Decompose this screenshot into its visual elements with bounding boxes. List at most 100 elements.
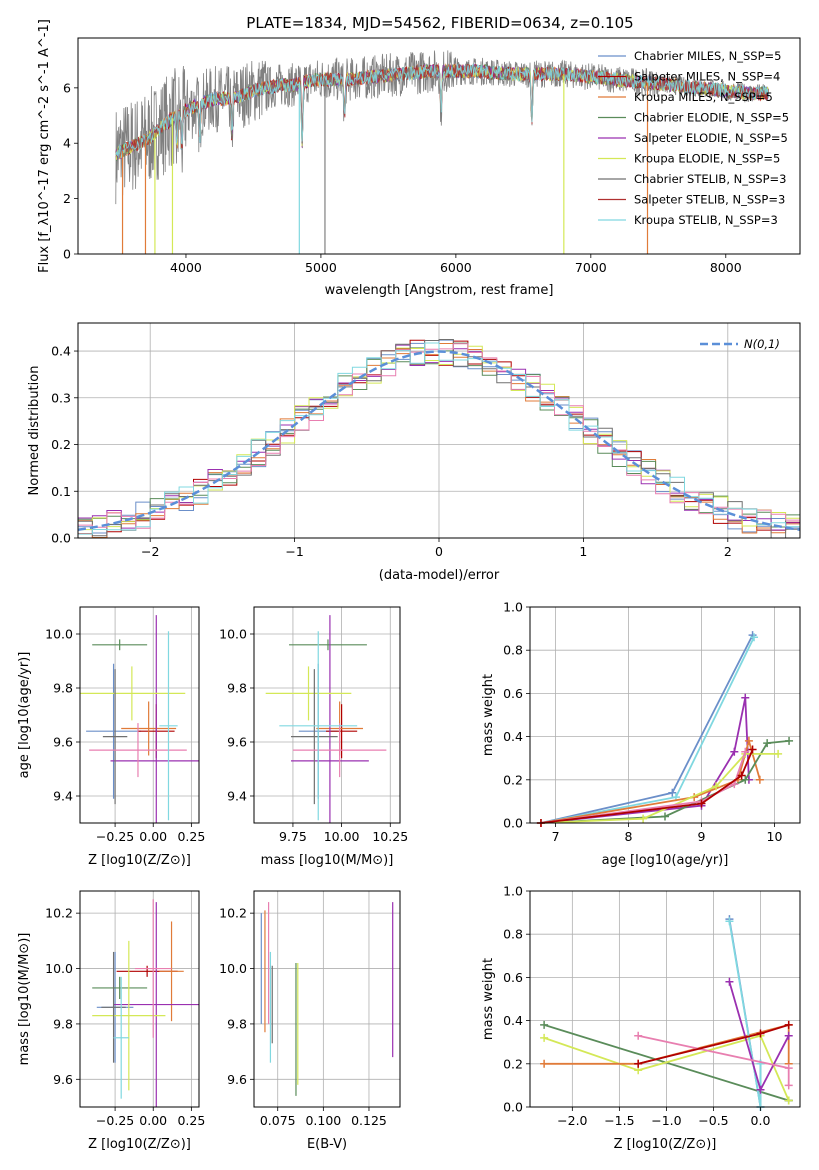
y-axis-label: mass [log10(M/M⊙)] bbox=[17, 933, 32, 1066]
mass_vs_Z-panel: −0.25 0.00 0.25 9.6 9.8 10.0 10.2 Z [log10(Z/Z⊙… bbox=[17, 890, 205, 1152]
weight_vs_age-panel: 7 8 9 10 0.0 0.2 0.4 0.6 0.8 1.0 age [log10(age/yr… bbox=[481, 600, 801, 868]
plot-frame bbox=[253, 890, 401, 1108]
weight-series-line bbox=[540, 697, 750, 824]
legend-label: N(0,1) bbox=[744, 337, 780, 351]
weight-point-marker bbox=[755, 775, 764, 784]
weight-point-marker bbox=[784, 1031, 793, 1040]
weight-point-marker bbox=[668, 788, 677, 797]
weight-point-marker bbox=[750, 633, 759, 642]
spectrum-plot-area bbox=[115, 50, 770, 254]
weight-point-marker bbox=[774, 749, 783, 758]
y-tick-label: 10.0 bbox=[45, 627, 73, 642]
x-tick-label: −1.0 bbox=[651, 1113, 681, 1128]
x-axis-label: Z [log10(Z/Z⊙)] bbox=[88, 853, 191, 868]
y-tick-label: 0.6 bbox=[503, 970, 523, 985]
y-tick-label: 0.0 bbox=[51, 531, 71, 546]
weight-point-marker bbox=[540, 1033, 549, 1042]
y-tick-label: 0.4 bbox=[503, 1013, 523, 1028]
weight-point-marker bbox=[744, 736, 753, 745]
x-tick-label: −2.0 bbox=[557, 1113, 587, 1128]
weight-point-marker bbox=[634, 1059, 643, 1068]
y-axis-label: mass weight bbox=[481, 958, 496, 1040]
x-tick-label: 0.0 bbox=[751, 1113, 771, 1128]
x-tick-label: 5000 bbox=[305, 260, 337, 275]
weight-point-marker bbox=[741, 693, 750, 702]
weight-point-marker bbox=[540, 1059, 549, 1068]
y-tick-label: 9.4 bbox=[227, 789, 247, 804]
weight-point-marker bbox=[756, 1029, 765, 1038]
x-tick-label: 0.00 bbox=[139, 1113, 167, 1128]
y-tick-label: 0.6 bbox=[503, 686, 523, 701]
x-tick-label: 10.00 bbox=[324, 829, 360, 844]
weight-point-marker bbox=[763, 739, 772, 748]
weight-point-marker bbox=[697, 799, 706, 808]
x-tick-label: 1 bbox=[579, 544, 587, 559]
x-axis-label: Z [log10(Z/Z⊙)] bbox=[614, 1137, 717, 1152]
legend-label: Chabrier MILES, N_SSP=5 bbox=[634, 49, 781, 63]
x-tick-label: 0.075 bbox=[260, 1113, 296, 1128]
weight-point-marker bbox=[756, 1085, 765, 1094]
mass_vs_ebv-plot-area bbox=[260, 902, 394, 1096]
y-tick-label: 1.0 bbox=[503, 600, 523, 615]
weight-point-marker bbox=[741, 775, 750, 784]
legend-label: Kroupa STELIB, N_SSP=3 bbox=[634, 213, 778, 227]
plot-frame bbox=[79, 890, 200, 1108]
x-tick-label: 0.125 bbox=[351, 1113, 387, 1128]
x-axis-label: E(B-V) bbox=[307, 1137, 347, 1152]
y-axis-label: Normed distribution bbox=[27, 366, 42, 496]
x-tick-label: 0.100 bbox=[305, 1113, 341, 1128]
y-tick-label: 4 bbox=[63, 136, 71, 151]
y-axis-label: Flux [f_λ10^-17 erg cm^-2 s^-1 A^-1] bbox=[37, 19, 52, 273]
y-tick-label: 10.2 bbox=[219, 906, 247, 921]
y-tick-label: 0.4 bbox=[51, 344, 71, 359]
y-axis-label: mass weight bbox=[481, 674, 496, 756]
x-tick-label: 0.25 bbox=[177, 1113, 205, 1128]
legend-label: Kroupa ELODIE, N_SSP=5 bbox=[634, 152, 780, 166]
x-tick-label: 4000 bbox=[170, 260, 202, 275]
x-tick-label: 10 bbox=[767, 829, 783, 844]
weight-point-marker bbox=[725, 977, 734, 986]
y-tick-label: 10.0 bbox=[219, 627, 247, 642]
y-axis-label: age [log10(age/yr)] bbox=[17, 652, 32, 779]
y-tick-label: 10.0 bbox=[219, 961, 247, 976]
weight-point-marker bbox=[784, 1064, 793, 1073]
y-tick-label: 9.6 bbox=[227, 735, 247, 750]
y-tick-label: 6 bbox=[63, 80, 71, 95]
x-tick-label: 8000 bbox=[710, 260, 742, 275]
x-tick-label: 7000 bbox=[575, 260, 607, 275]
x-tick-label: −2 bbox=[141, 544, 159, 559]
weight-point-marker bbox=[784, 1081, 793, 1090]
x-tick-label: 7 bbox=[552, 829, 560, 844]
residuals-panel: −2 −1 0 1 2 0.0 0.1 0.2 0.3 0.4 (data-model)/error… bbox=[27, 322, 801, 583]
weight-point-marker bbox=[712, 782, 721, 791]
weight-series-line bbox=[543, 1034, 790, 1101]
weight-point-marker bbox=[661, 812, 669, 821]
plot-frame bbox=[77, 37, 801, 255]
y-tick-label: 10.2 bbox=[45, 906, 73, 921]
weight-series-line bbox=[540, 634, 754, 824]
y-tick-label: 0.0 bbox=[503, 1100, 523, 1115]
spectrum-panel: 4000 5000 6000 7000 8000 0 2 4 6 wavelength [Angs… bbox=[37, 19, 801, 298]
weight-point-marker bbox=[634, 1031, 643, 1040]
y-tick-label: 0.2 bbox=[503, 772, 523, 787]
legend-label: Salpeter ELODIE, N_SSP=5 bbox=[634, 131, 788, 145]
weight-point-marker bbox=[540, 1020, 549, 1029]
weight-point-marker bbox=[748, 745, 757, 754]
age_vs_mass-panel: 9.75 10.00 10.25 9.4 9.6 9.8 10.0 mass [log10(M… bbox=[219, 606, 408, 868]
weight-series-line bbox=[728, 921, 762, 1108]
weight-point-marker bbox=[785, 736, 794, 745]
x-tick-label: 10.25 bbox=[372, 829, 408, 844]
y-tick-label: 9.8 bbox=[53, 1016, 73, 1031]
y-tick-label: 0.2 bbox=[503, 1056, 523, 1071]
legend-label: Chabrier ELODIE, N_SSP=5 bbox=[634, 111, 789, 125]
weight-point-marker bbox=[741, 747, 750, 756]
x-tick-label: 2 bbox=[724, 544, 732, 559]
plot-frame bbox=[79, 606, 200, 824]
x-tick-label: 6000 bbox=[440, 260, 472, 275]
weight-point-marker bbox=[737, 771, 746, 780]
y-tick-label: 0.3 bbox=[51, 390, 71, 405]
x-tick-label: 0 bbox=[435, 544, 443, 559]
weight-point-marker bbox=[639, 814, 648, 823]
y-tick-label: 0.8 bbox=[503, 927, 523, 942]
age_vs_mass-plot-area bbox=[265, 615, 387, 823]
